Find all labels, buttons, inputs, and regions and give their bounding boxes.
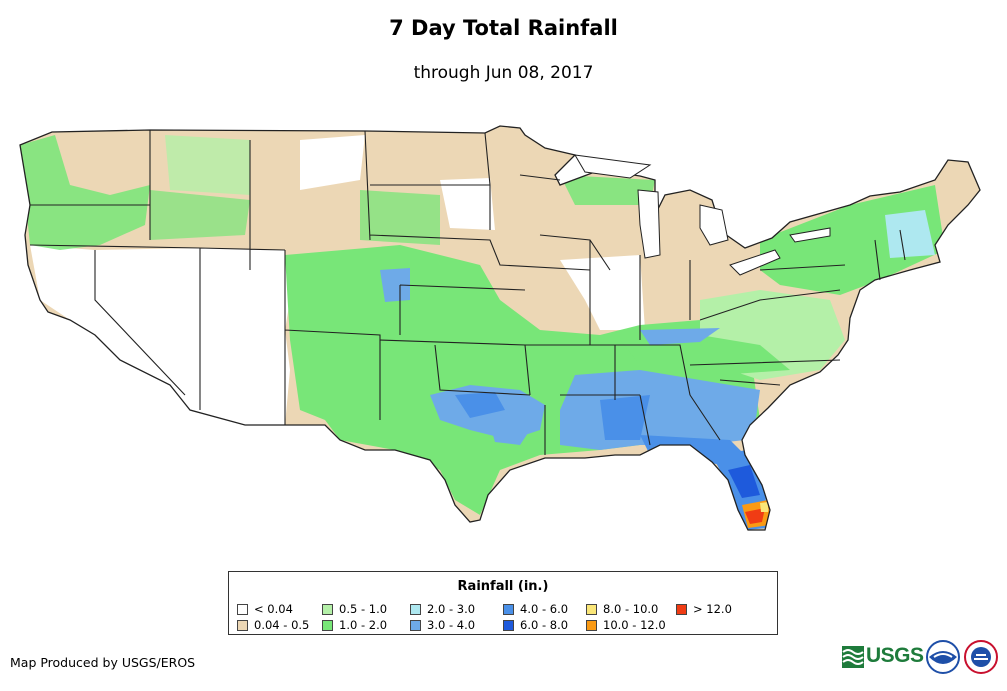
legend-label: 0.04 - 0.5 bbox=[254, 618, 310, 632]
map-credit: Map Produced by USGS/EROS bbox=[10, 655, 196, 670]
legend-swatch bbox=[586, 619, 597, 631]
usgs-logo: USGS bbox=[866, 644, 924, 668]
rain-zone-florida-8-10 bbox=[760, 502, 768, 512]
legend-item: 8.0 - 10.0 bbox=[586, 602, 658, 616]
legend-label: 2.0 - 3.0 bbox=[427, 602, 476, 616]
rain-zone-pnw bbox=[20, 135, 150, 250]
lake-huron bbox=[699, 204, 729, 246]
lake-ontario bbox=[789, 227, 831, 243]
map-title: 7 Day Total Rainfall bbox=[389, 16, 618, 40]
rain-zone-florida-heavy bbox=[728, 465, 760, 498]
legend-item: 3.0 - 4.0 bbox=[410, 618, 475, 632]
agency-logos: USGS bbox=[842, 638, 1002, 682]
legend-label: 10.0 - 12.0 bbox=[603, 618, 666, 632]
lake-michigan bbox=[637, 189, 661, 259]
nws-logo-icon bbox=[964, 640, 998, 674]
legend-label: 3.0 - 4.0 bbox=[427, 618, 476, 632]
rain-zone-kentucky-blue bbox=[640, 328, 720, 345]
legend-item: 1.0 - 2.0 bbox=[322, 618, 387, 632]
legend-item: 10.0 - 12.0 bbox=[586, 618, 666, 632]
rain-zone-montana-west bbox=[165, 135, 250, 195]
legend-label: 6.0 - 8.0 bbox=[520, 618, 569, 632]
legend-swatch bbox=[676, 603, 687, 615]
legend-title: Rainfall (in.) bbox=[457, 579, 549, 594]
legend-item: 4.0 - 6.0 bbox=[503, 602, 568, 616]
map-legend: Rainfall (in.) < 0.04 0.04 - 0.5 0.5 - 1.0… bbox=[228, 571, 778, 635]
rain-zone-new-england bbox=[885, 210, 935, 258]
rain-zone-east-texas bbox=[490, 425, 530, 445]
legend-item: > 12.0 bbox=[676, 602, 732, 616]
rainfall-map bbox=[19, 125, 981, 531]
lake-erie bbox=[729, 249, 781, 276]
legend-label: < 0.04 bbox=[254, 602, 293, 616]
legend-item: 6.0 - 8.0 bbox=[503, 618, 568, 632]
legend-label: 4.0 - 6.0 bbox=[520, 602, 569, 616]
noaa-logo-icon bbox=[926, 640, 960, 674]
legend-swatch bbox=[410, 603, 421, 615]
legend-swatch bbox=[237, 619, 248, 631]
legend-swatch bbox=[322, 603, 333, 615]
legend-swatch bbox=[410, 619, 421, 631]
rain-zone-plains bbox=[285, 245, 760, 515]
rain-zone-dry-southwest bbox=[30, 245, 290, 425]
rain-zone-idaho bbox=[150, 190, 250, 240]
lake-superior bbox=[574, 154, 652, 179]
legend-swatch bbox=[586, 603, 597, 615]
legend-label: 1.0 - 2.0 bbox=[339, 618, 388, 632]
legend-label: > 12.0 bbox=[693, 602, 732, 616]
rain-zone-dry-dakota bbox=[440, 178, 495, 230]
legend-swatch bbox=[503, 619, 514, 631]
legend-swatch bbox=[237, 603, 248, 615]
rain-zone-dry-montana bbox=[300, 135, 365, 190]
rain-zone-nebraska bbox=[360, 190, 440, 245]
legend-item: 2.0 - 3.0 bbox=[410, 602, 475, 616]
rain-zone-kansas bbox=[380, 268, 410, 302]
map-subtitle: through Jun 08, 2017 bbox=[413, 63, 594, 83]
usgs-logo-text: USGS bbox=[866, 644, 924, 667]
legend-item: 0.04 - 0.5 bbox=[237, 618, 309, 632]
legend-item: 0.5 - 1.0 bbox=[322, 602, 387, 616]
rain-zone-dry-midwest bbox=[560, 255, 645, 330]
legend-item: < 0.04 bbox=[237, 602, 293, 616]
rain-zone-texas-core bbox=[455, 392, 505, 418]
legend-label: 8.0 - 10.0 bbox=[603, 602, 659, 616]
legend-label: 0.5 - 1.0 bbox=[339, 602, 388, 616]
usgs-wave-icon bbox=[842, 646, 864, 668]
legend-swatch bbox=[503, 603, 514, 615]
rain-zone-alabama bbox=[600, 395, 650, 440]
rain-zone-florida-over-12 bbox=[745, 508, 765, 524]
legend-swatch bbox=[322, 619, 333, 631]
rain-zone-upper-michigan bbox=[560, 175, 655, 205]
state-borders bbox=[29, 130, 906, 455]
